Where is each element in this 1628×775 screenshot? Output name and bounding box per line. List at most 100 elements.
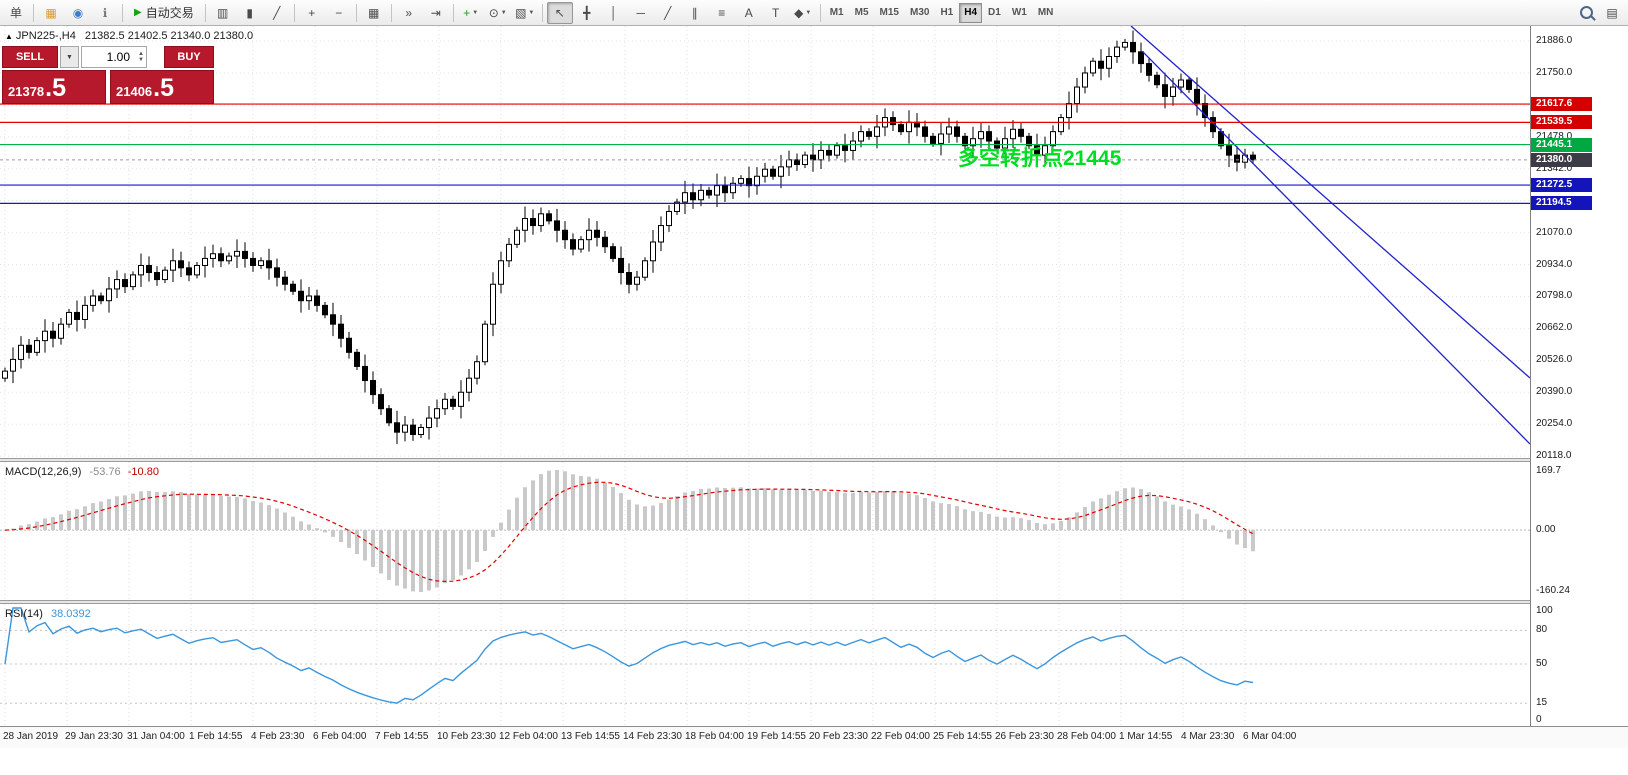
equidistant-channel-icon[interactable]: ∥ <box>682 2 708 24</box>
fibonacci-icon: ≡ <box>718 5 726 20</box>
rsi-axis-label: 15 <box>1536 697 1548 709</box>
price-axis-label: 21342.0 <box>1536 162 1573 174</box>
pane-splitter[interactable] <box>0 600 1628 604</box>
date-label: 14 Feb 23:30 <box>623 731 682 742</box>
crosshair-icon[interactable]: ╋ <box>574 2 600 24</box>
date-label: 25 Feb 14:55 <box>933 731 992 742</box>
toolbar-separator <box>122 3 123 22</box>
search-icon[interactable] <box>1573 2 1599 24</box>
timeframe-m1[interactable]: M1 <box>829 7 844 18</box>
price-axis-label: 21750.0 <box>1536 66 1573 78</box>
volume-spinner[interactable]: ▲ ▼ <box>138 51 146 63</box>
chart-shift-icon: ⇥ <box>430 5 441 20</box>
macd-label: MACD(12,26,9) <box>5 466 82 478</box>
rsi-axis-label: 0 <box>1536 714 1542 725</box>
periods-icon: ⊙ <box>488 5 499 20</box>
level-price-tag: 21617.6 <box>1531 97 1592 112</box>
timeframe-w1[interactable]: W1 <box>1011 7 1027 18</box>
trendline-icon[interactable]: ╱ <box>655 2 681 24</box>
spinner-down-icon[interactable]: ▼ <box>138 57 144 63</box>
price-chart-pane[interactable]: ▲ JPN225-,H4 21382.5 21402.5 21340.0 2138… <box>0 26 1530 458</box>
auto-scroll-icon[interactable]: » <box>396 2 422 24</box>
autotrading-label: 自动交易 <box>145 6 194 20</box>
market-watch-icon[interactable]: ▦ <box>38 2 64 24</box>
dropdown-arrow-icon: ▼ <box>500 9 507 16</box>
timeframe-m15[interactable]: M15 <box>879 7 899 18</box>
tile-windows-icon[interactable]: ▦ <box>361 2 387 24</box>
terminal-icon[interactable]: ℹ <box>92 2 118 24</box>
volume-input[interactable] <box>82 50 132 64</box>
fibonacci-icon[interactable]: ≡ <box>709 2 735 24</box>
macd-indicator-pane[interactable]: MACD(12,26,9) -53.76 -10.80 <box>0 462 1530 600</box>
sell-price-big-digit: .5 <box>45 74 67 102</box>
buy-button[interactable]: BUY <box>164 46 214 68</box>
trendline[interactable] <box>1130 26 1530 379</box>
date-label: 7 Feb 14:55 <box>375 731 429 742</box>
price-axis: 21886.021750.021614.021478.021342.021206… <box>1530 26 1628 726</box>
dropdown-arrow-icon: ▼ <box>472 9 479 16</box>
text-label-icon[interactable]: T <box>763 2 789 24</box>
sell-button[interactable]: SELL <box>2 46 58 68</box>
zoom-out-icon[interactable]: − <box>326 2 352 24</box>
date-label: 19 Feb 14:55 <box>747 731 806 742</box>
date-label: 1 Mar 14:55 <box>1119 731 1173 742</box>
candlestick-chart-icon: ▮ <box>246 5 254 20</box>
price-axis-label: 20118.0 <box>1536 450 1572 462</box>
rsi-axis-label: 100 <box>1536 605 1553 616</box>
trendline-icon: ╱ <box>664 5 672 20</box>
text-icon: A <box>744 5 753 20</box>
chart-shift-icon[interactable]: ⇥ <box>423 2 449 24</box>
buy-price-big-digit: .5 <box>153 74 175 102</box>
autotrading-button[interactable]: ▶ 自动交易 <box>127 2 201 24</box>
sell-options-dropdown[interactable]: ▼ <box>60 46 79 68</box>
collapse-triangle-icon[interactable]: ▲ <box>5 32 13 41</box>
buy-price-display[interactable]: 21406 .5 <box>110 70 214 104</box>
data-window-icon[interactable]: ▤ <box>1599 2 1625 24</box>
macd-header: MACD(12,26,9) -53.76 -10.80 <box>5 466 159 478</box>
rsi-line <box>4 607 1254 704</box>
rsi-axis-label: 50 <box>1536 658 1548 669</box>
timeframe-d1[interactable]: D1 <box>988 7 1001 18</box>
navigator-icon[interactable]: ◉ <box>65 2 91 24</box>
toolbar-separator <box>390 3 392 22</box>
auto-scroll-icon: » <box>405 5 413 20</box>
text-icon[interactable]: A <box>736 2 762 24</box>
bar-chart-icon: ▥ <box>217 5 229 20</box>
equidistant-channel-icon: ∥ <box>691 5 698 20</box>
vertical-line-icon[interactable]: │ <box>601 2 627 24</box>
timeframe-m30[interactable]: M30 <box>909 7 930 18</box>
horizontal-line-icon[interactable]: ─ <box>628 2 654 24</box>
zoom-in-icon[interactable]: + <box>299 2 325 24</box>
new-order-button[interactable]: 单 <box>9 6 22 20</box>
spinner-up-icon[interactable]: ▲ <box>138 51 144 57</box>
chart-annotation-text[interactable]: 多空转折点21445 <box>958 147 1122 170</box>
line-chart-icon[interactable]: ╱ <box>264 2 290 24</box>
level-price-tag: 21194.5 <box>1531 196 1592 211</box>
candlestick-chart-icon[interactable]: ▮ <box>237 2 263 24</box>
timeframe-h4[interactable]: H4 <box>959 2 983 23</box>
templates-icon[interactable]: ▧ ▼ <box>512 2 538 24</box>
current-price-tag: 21380.0 <box>1531 152 1592 167</box>
arrows-icon[interactable]: ◆ ▼ <box>790 2 816 24</box>
level-price-tag: 21445.1 <box>1531 137 1592 152</box>
periods-icon[interactable]: ⊙ ▼ <box>485 2 511 24</box>
rsi-axis-label: 80 <box>1536 624 1548 636</box>
rsi-chart <box>0 604 1530 726</box>
rsi-header: RSI(14) 38.0392 <box>5 608 91 620</box>
timeframe-mn[interactable]: MN <box>1037 7 1054 18</box>
rsi-value: 38.0392 <box>50 608 91 620</box>
bar-chart-icon[interactable]: ▥ <box>210 2 236 24</box>
cursor-icon[interactable]: ↖ <box>546 1 573 24</box>
new-chart-icon[interactable]: + ▼ <box>458 2 484 24</box>
timeframe-h1[interactable]: H1 <box>940 7 954 18</box>
sell-price-display[interactable]: 21378 .5 <box>2 70 106 104</box>
pane-splitter[interactable] <box>0 458 1628 462</box>
timeframe-m5[interactable]: M5 <box>854 7 869 18</box>
text-label-icon: T <box>772 5 780 20</box>
date-label: 6 Feb 04:00 <box>313 731 367 742</box>
date-label: 12 Feb 04:00 <box>499 731 558 742</box>
zoom-out-icon: − <box>335 5 343 20</box>
cursor-icon: ↖ <box>554 5 565 20</box>
rsi-indicator-pane[interactable]: RSI(14) 38.0392 <box>0 604 1530 726</box>
trendline[interactable] <box>1142 51 1530 445</box>
